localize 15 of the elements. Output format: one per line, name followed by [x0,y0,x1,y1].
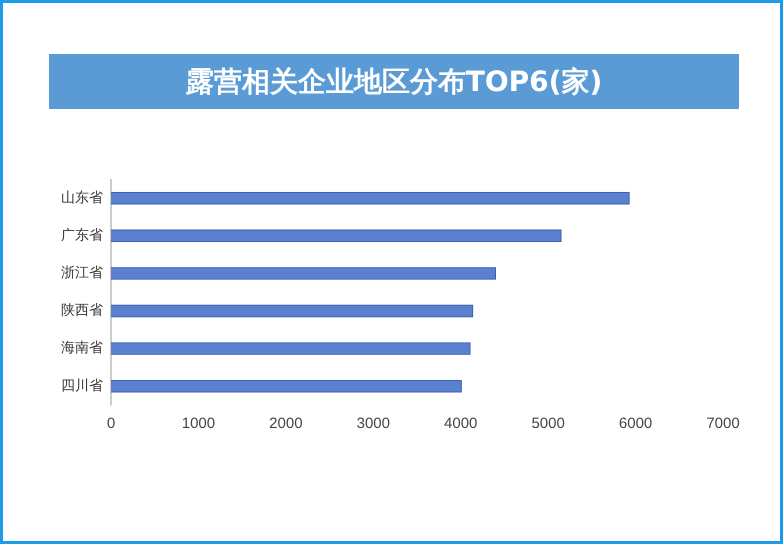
x-tick-label: 3000 [356,415,390,432]
x-tick-label: 5000 [531,415,565,432]
y-tick-label: 四川省 [61,378,103,394]
chart-title: 露营相关企业地区分布TOP6(家) [49,54,739,109]
y-tick-label: 山东省 [61,190,103,206]
x-tick-label: 6000 [618,415,652,432]
y-tick-label: 海南省 [61,340,103,356]
x-tick-label: 2000 [269,415,303,432]
x-tick-label: 0 [106,415,116,432]
y-tick-label: 浙江省 [61,265,103,282]
y-tick-label: 陕西省 [61,302,103,319]
y-tick-label: 广东省 [61,227,103,244]
x-tick-label: 1000 [182,415,216,432]
x-tick-label: 7000 [706,415,740,432]
x-tick-label: 4000 [444,415,478,432]
